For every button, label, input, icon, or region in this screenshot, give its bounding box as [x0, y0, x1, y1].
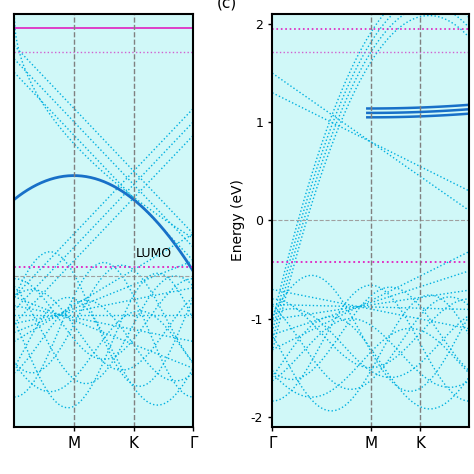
Y-axis label: Energy (eV): Energy (eV): [231, 180, 246, 261]
Text: LUMO: LUMO: [136, 247, 172, 260]
Text: (c): (c): [217, 0, 237, 10]
